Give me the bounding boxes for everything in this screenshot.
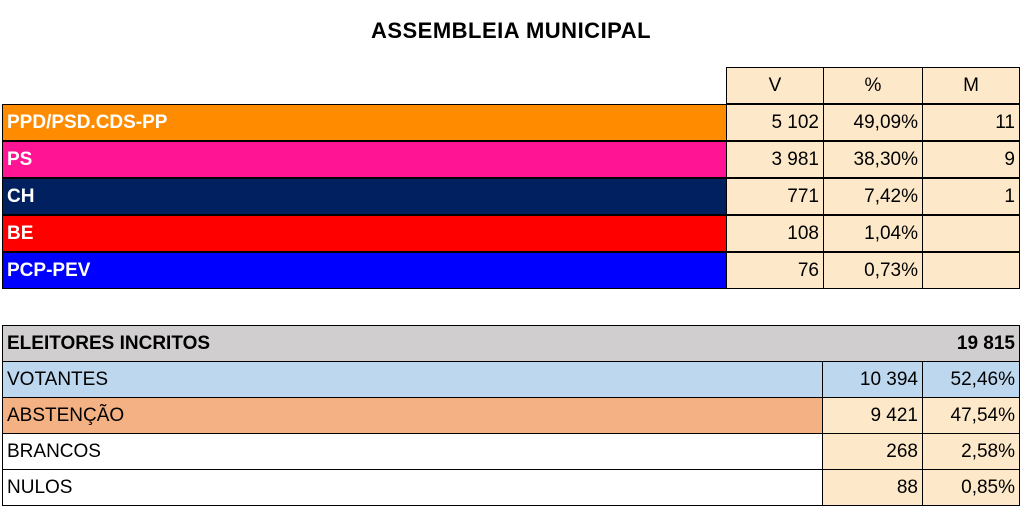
summary-value: 52,46%: [922, 361, 1020, 398]
party-name: PS: [2, 141, 727, 178]
empty-cell: [922, 215, 1020, 252]
summary-value: 268: [822, 433, 923, 470]
value-cell: 771: [726, 178, 824, 215]
summary-value: 9 421: [822, 397, 923, 434]
summary-label: ABSTENÇÃO: [2, 397, 823, 434]
total-label: ELEITORES INCRITOS: [7, 332, 211, 354]
value-cell: 9: [922, 141, 1020, 178]
column-header: M: [922, 67, 1020, 104]
total-value: 19 815: [956, 332, 1015, 354]
title: ASSEMBLEIA MUNICIPAL: [370, 18, 652, 43]
summary-value: 0,85%: [922, 469, 1020, 506]
value-cell: 76: [726, 252, 824, 289]
column-header: V: [726, 67, 824, 104]
value-cell: 5 102: [726, 104, 824, 141]
value-cell: 11: [922, 104, 1020, 141]
value-cell: 1: [922, 178, 1020, 215]
value-cell: 0,73%: [823, 252, 923, 289]
party-name: BE: [2, 215, 727, 252]
column-header: %: [823, 67, 923, 104]
summary-label: NULOS: [2, 469, 823, 506]
value-cell: 7,42%: [823, 178, 923, 215]
summary-value: 10 394: [822, 361, 923, 398]
value-cell: 1,04%: [823, 215, 923, 252]
total-row: ELEITORES INCRITOS 19 815: [2, 325, 1020, 362]
summary-value: 2,58%: [922, 433, 1020, 470]
summary-value: 88: [822, 469, 923, 506]
value-cell: 3 981: [726, 141, 824, 178]
value-cell: 38,30%: [823, 141, 923, 178]
empty-cell: [922, 252, 1020, 289]
summary-label: VOTANTES: [2, 361, 823, 398]
party-name: PPD/PSD.CDS-PP: [2, 104, 727, 141]
summary-value: 47,54%: [922, 397, 1020, 434]
value-cell: 108: [726, 215, 824, 252]
summary-label: BRANCOS: [2, 433, 823, 470]
value-cell: 49,09%: [823, 104, 923, 141]
party-name: PCP-PEV: [2, 252, 727, 289]
party-name: CH: [2, 178, 727, 215]
